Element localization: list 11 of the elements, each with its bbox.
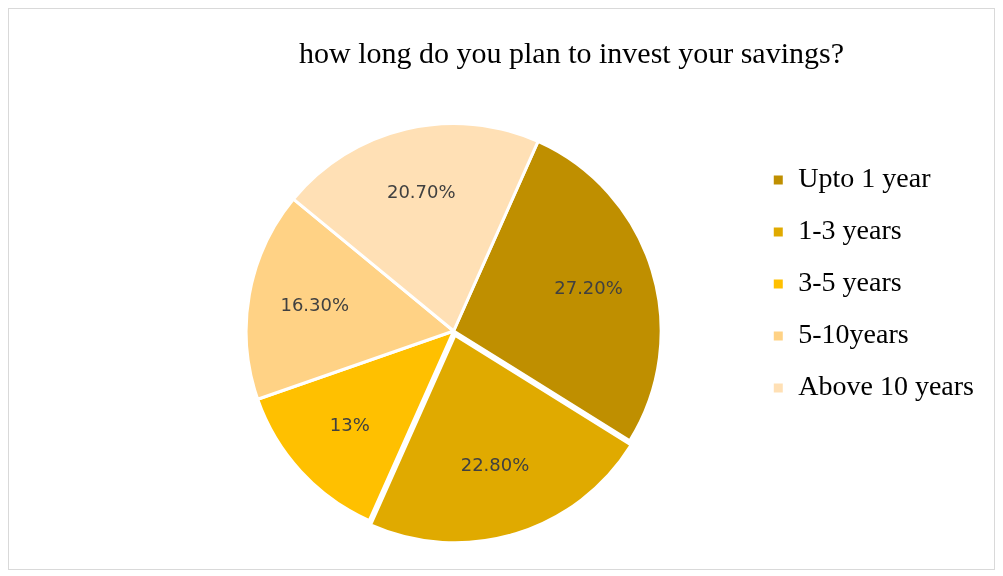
legend-label: 5-10years — [798, 318, 909, 350]
data-label: 22.80% — [460, 453, 530, 475]
data-label: 13% — [329, 414, 370, 436]
legend-label: 3-5 years — [798, 266, 902, 298]
legend-label: Above 10 years — [798, 370, 975, 402]
chart-title: how long do you plan to invest your savings? — [299, 35, 844, 69]
legend-label: 1-3 years — [798, 214, 902, 246]
data-label: 20.70% — [386, 181, 456, 203]
data-label: 16.30% — [280, 293, 350, 315]
legend-label: Upto 1 year — [798, 162, 932, 194]
data-label: 27.20% — [554, 277, 623, 299]
